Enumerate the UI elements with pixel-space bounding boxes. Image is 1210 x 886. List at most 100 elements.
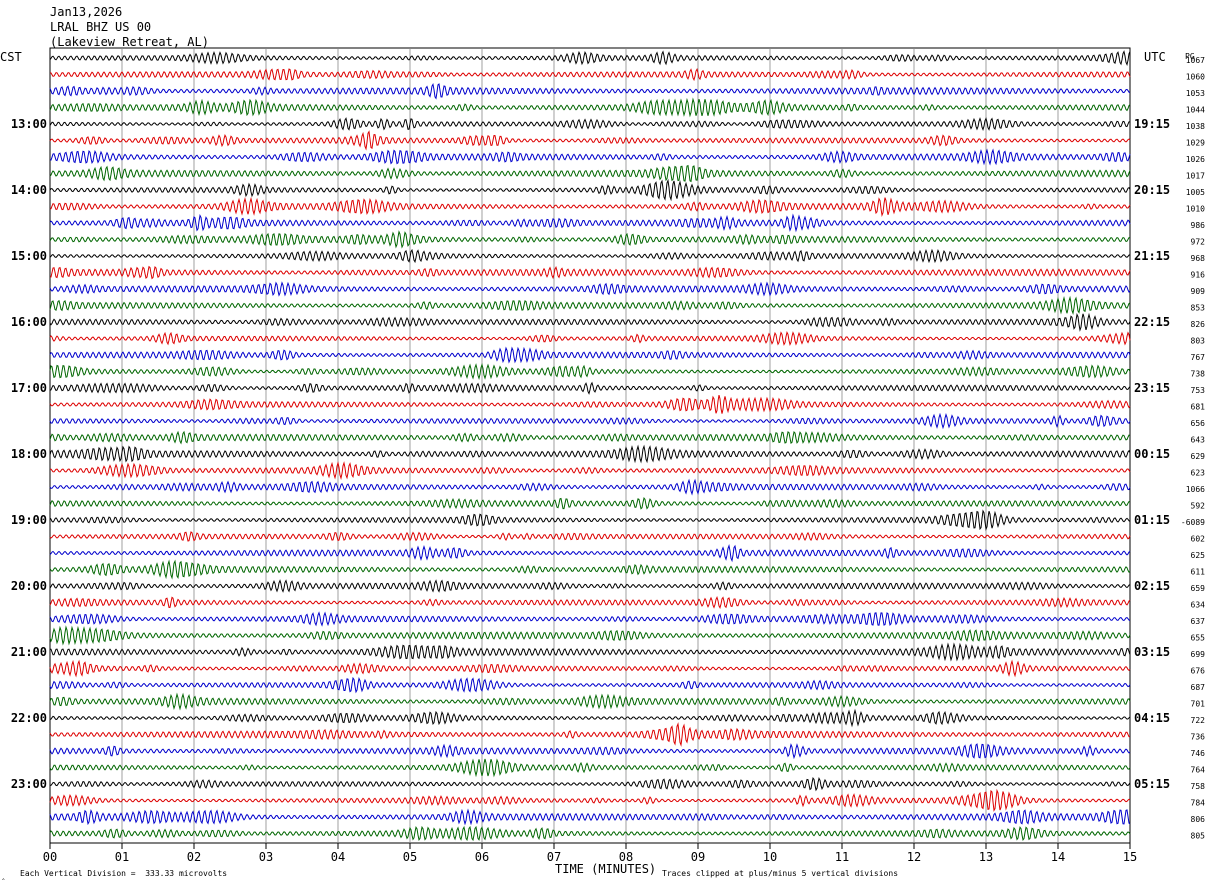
right-row-value: 803 [1191, 337, 1206, 346]
right-hour-label: 23:15 [1134, 381, 1170, 395]
x-axis-label: TIME (MINUTES) [555, 862, 657, 876]
right-hour-label: 22:15 [1134, 315, 1170, 329]
trace-row-29 [49, 531, 1131, 542]
right-row-value: 968 [1191, 254, 1206, 263]
trace-row-35 [49, 625, 1131, 646]
x-tick-label: 04 [331, 850, 345, 864]
trace-row-37 [49, 659, 1131, 678]
right-row-value: 1066 [1186, 485, 1205, 494]
right-row-value: 625 [1191, 551, 1206, 560]
x-tick-label: 14 [1051, 850, 1065, 864]
right-row-value: 916 [1191, 271, 1206, 280]
right-row-value: 1067 [1186, 56, 1205, 65]
trace-row-7 [49, 164, 1131, 183]
left-hour-label: 15:00 [11, 249, 47, 263]
trace-row-1 [49, 68, 1131, 82]
right-row-value: 1017 [1186, 172, 1205, 181]
trace-row-33 [49, 596, 1131, 610]
plot-frame [49, 47, 1131, 844]
trace-row-31 [49, 559, 1131, 580]
right-row-value: 655 [1191, 634, 1206, 643]
trace-row-5 [49, 130, 1131, 151]
right-row-value: 1044 [1186, 106, 1205, 115]
right-row-value: 1060 [1186, 73, 1205, 82]
right-row-values: 1067 1060 1053 1044 1038 1029 1026 1017 1005 1010… [1181, 56, 1205, 841]
right-row-value: 611 [1191, 568, 1206, 577]
trace-row-18 [49, 346, 1131, 364]
x-tick-label: 09 [691, 850, 705, 864]
right-row-value: 1026 [1186, 155, 1205, 164]
x-tick-label: 11 [835, 850, 849, 864]
right-row-value: -6089 [1181, 518, 1205, 527]
right-row-value: 746 [1191, 749, 1206, 758]
trace-row-23 [49, 430, 1131, 445]
left-hour-label: 19:00 [11, 513, 47, 527]
trace-row-17 [49, 330, 1131, 346]
x-tick-label: 10 [763, 850, 777, 864]
right-hour-labels: 19:15 20:15 21:15 22:15 23:15 00:15 01:15 02:15… [1134, 117, 1170, 791]
right-row-value: 986 [1191, 221, 1206, 230]
right-row-value: 722 [1191, 716, 1206, 725]
trace-row-10 [49, 213, 1131, 233]
trace-row-32 [49, 579, 1131, 593]
right-row-value: 592 [1191, 502, 1206, 511]
right-row-value: 643 [1191, 436, 1206, 445]
right-timezone-label: UTC [1144, 50, 1166, 64]
trace-row-42 [49, 743, 1131, 760]
right-row-value: 758 [1191, 782, 1206, 791]
right-hour-label: 19:15 [1134, 117, 1170, 131]
trace-row-6 [49, 148, 1131, 166]
left-hour-label: 23:00 [11, 777, 47, 791]
right-row-value: 602 [1191, 535, 1206, 544]
trace-row-47 [49, 825, 1131, 842]
trace-row-13 [49, 265, 1131, 280]
right-hour-label: 02:15 [1134, 579, 1170, 593]
right-row-value: 784 [1191, 799, 1206, 808]
x-tick-label: 03 [259, 850, 273, 864]
trace-row-43 [49, 758, 1131, 778]
trace-row-46 [49, 808, 1131, 826]
x-tick-label: 15 [1123, 850, 1137, 864]
trace-row-4 [49, 117, 1131, 131]
right-hour-label: 03:15 [1134, 645, 1170, 659]
right-row-value: 767 [1191, 353, 1206, 362]
left-hour-label: 16:00 [11, 315, 47, 329]
right-hour-label: 20:15 [1134, 183, 1170, 197]
trace-row-40 [49, 708, 1131, 728]
right-row-value: 634 [1191, 601, 1206, 610]
right-row-value: 909 [1191, 287, 1206, 296]
right-row-value: 676 [1191, 667, 1206, 676]
right-row-value: 1010 [1186, 205, 1205, 214]
trace-row-3 [49, 97, 1131, 118]
left-hour-label: 22:00 [11, 711, 47, 725]
plot-border [49, 47, 1131, 844]
trace-row-24 [49, 444, 1131, 464]
x-tick-label: 01 [115, 850, 129, 864]
right-row-value: 699 [1191, 650, 1206, 659]
header-station: LRAL BHZ US 00 [50, 20, 152, 34]
trace-row-12 [49, 248, 1131, 264]
right-row-value: 681 [1191, 403, 1206, 412]
trace-row-28 [49, 509, 1131, 531]
trace-row-41 [49, 722, 1131, 747]
right-header-code: PG [1185, 52, 1195, 61]
trace-row-0 [49, 50, 1131, 66]
right-row-value: 826 [1191, 320, 1206, 329]
left-hour-label: 18:00 [11, 447, 47, 461]
right-row-value: 972 [1191, 238, 1206, 247]
trace-row-2 [49, 82, 1131, 100]
x-tick-label: 06 [475, 850, 489, 864]
right-row-value: 687 [1191, 683, 1206, 692]
x-tick-label: 05 [403, 850, 417, 864]
right-hour-label: 01:15 [1134, 513, 1170, 527]
right-row-value: 623 [1191, 469, 1206, 478]
right-row-value: 736 [1191, 733, 1206, 742]
footer-right-note: Traces clipped at plus/minus 5 vertical … [662, 869, 899, 878]
x-tick-labels: 00 01 02 03 04 05 06 07 08 09 10 11 12 13 14 15 [43, 843, 1137, 864]
x-tick-label: 00 [43, 850, 57, 864]
trace-row-30 [49, 544, 1131, 563]
right-row-value: 764 [1191, 766, 1206, 775]
right-hour-label: 21:15 [1134, 249, 1170, 263]
trace-row-45 [49, 788, 1131, 812]
